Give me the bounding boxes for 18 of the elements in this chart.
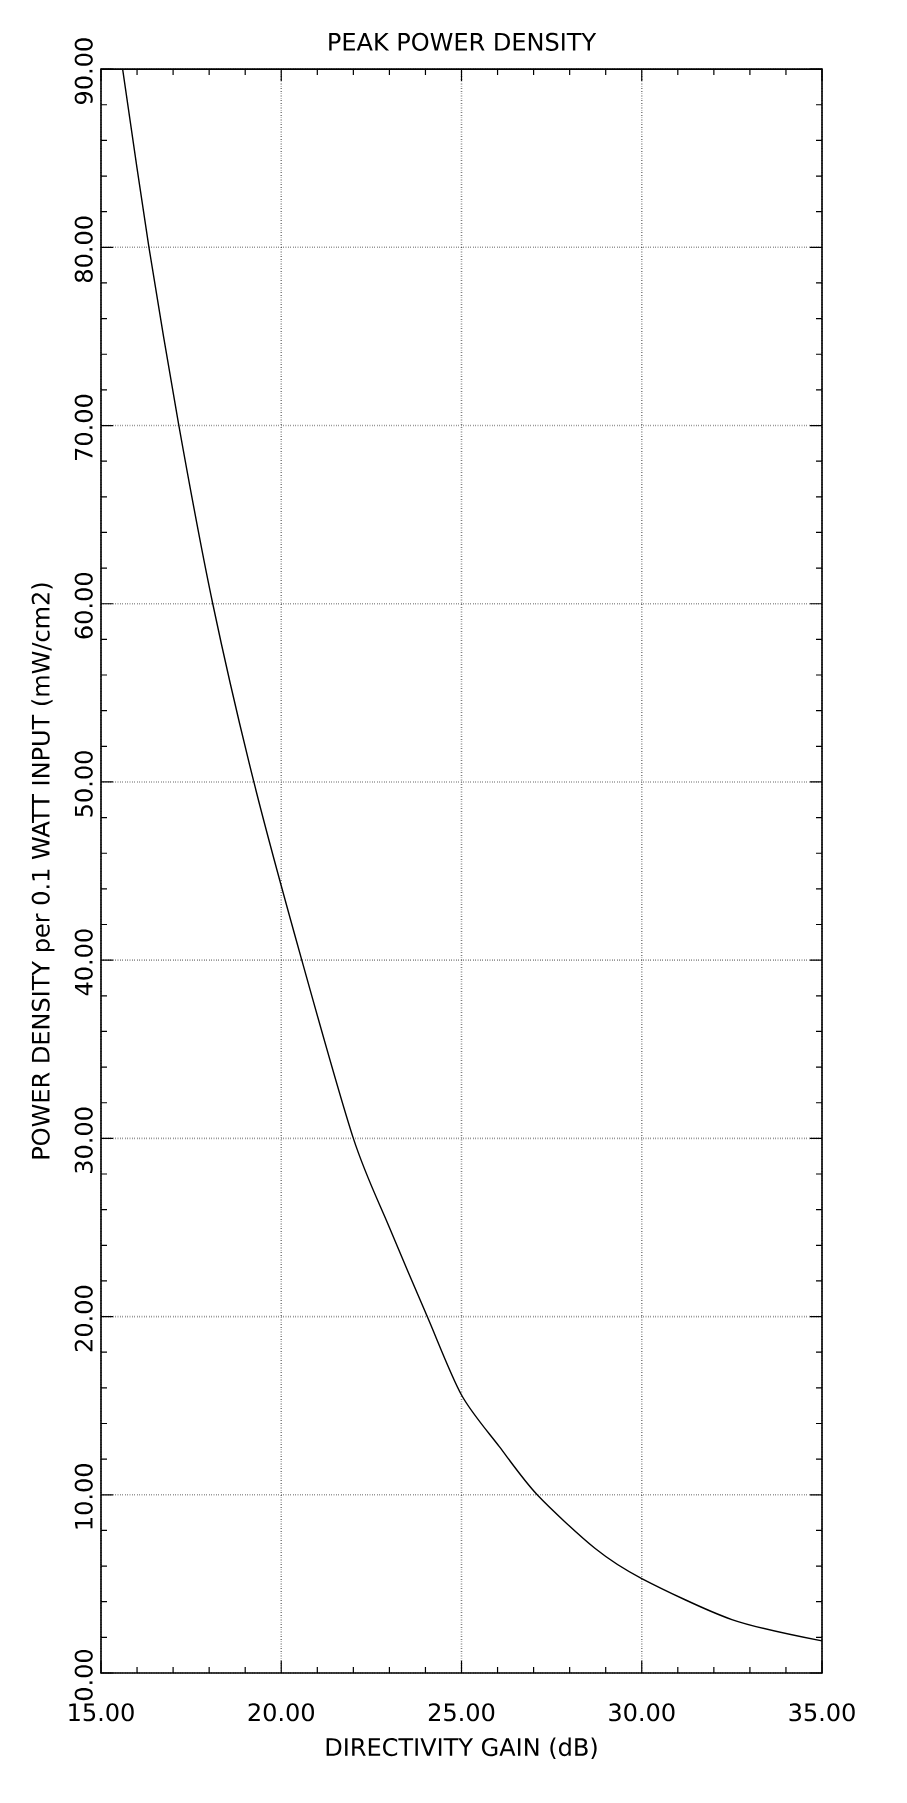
y-axis-title: POWER DENSITY per 0.1 WATT INPUT (mW/cm2): [31, 583, 55, 1159]
y-tick-label: 60.00: [74, 572, 93, 639]
y-tick-label: 20.00: [74, 1285, 93, 1352]
x-tick-label: 25.00: [428, 1703, 495, 1722]
x-tick-label: 30.00: [609, 1703, 675, 1722]
x-tick-label: 35.00: [789, 1703, 855, 1722]
y-tick-label: 0.00: [74, 1649, 93, 1701]
y-tick-label: 80.00: [74, 216, 93, 283]
x-tick-label: 15.00: [69, 1703, 134, 1722]
y-tick-label: 90.00: [74, 38, 93, 104]
x-axis-title: DIRECTIVITY GAIN (dB): [326, 1737, 597, 1759]
y-tick-label: 10.00: [74, 1464, 93, 1529]
y-tick-label: 30.00: [74, 1107, 93, 1173]
chart-title: PEAK POWER DENSITY: [329, 32, 597, 51]
y-tick-label: 40.00: [74, 929, 93, 996]
y-tick-label: 70.00: [74, 394, 93, 460]
y-tick-label: 50.00: [74, 751, 93, 817]
x-tick-label: 20.00: [248, 1703, 314, 1722]
